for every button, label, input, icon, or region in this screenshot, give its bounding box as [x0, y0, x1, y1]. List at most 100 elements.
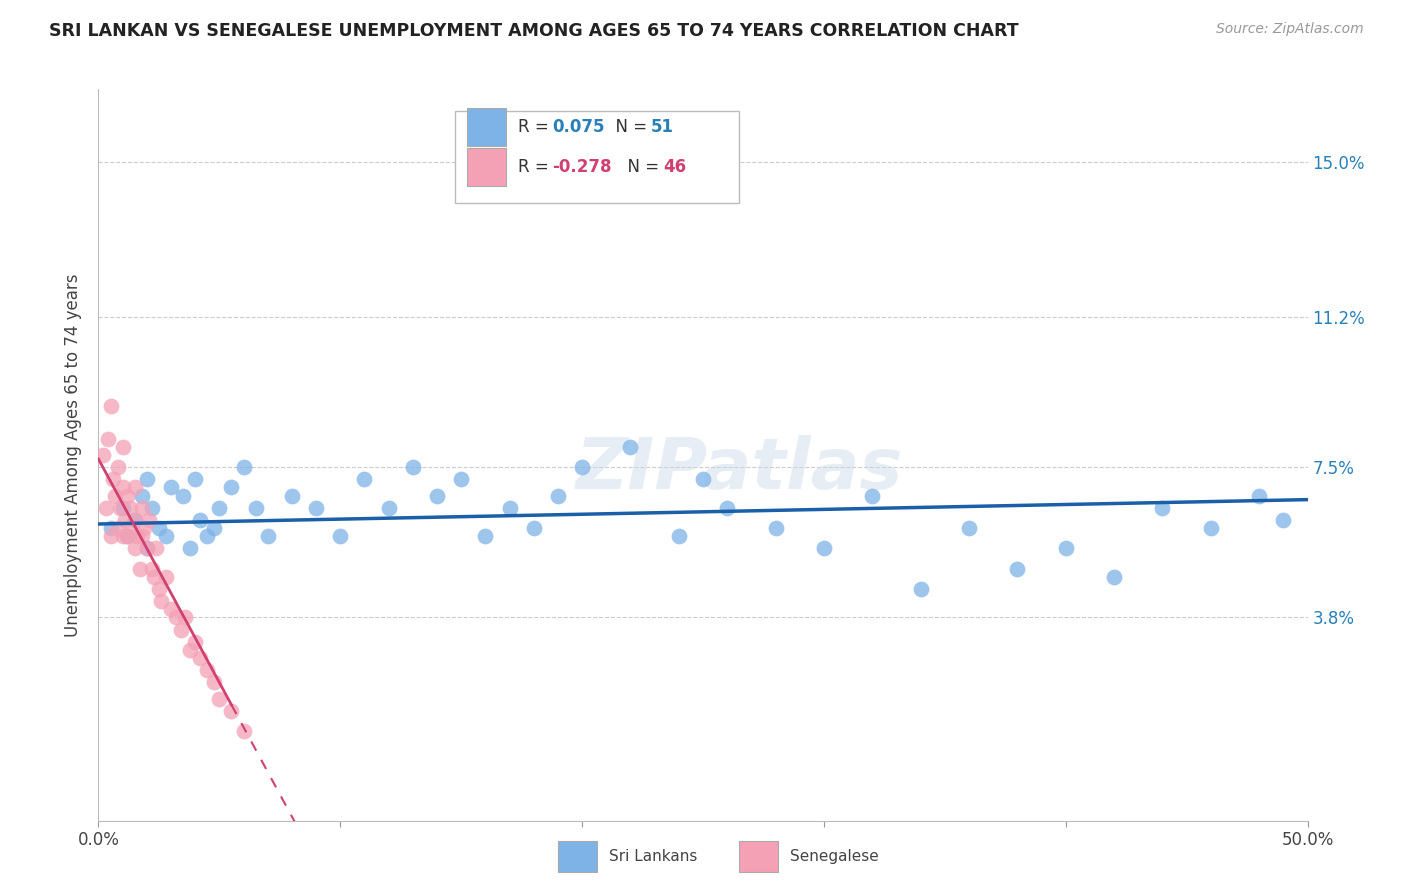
- FancyBboxPatch shape: [456, 112, 740, 202]
- Point: [134, 521, 156, 535]
- Point: [131, 500, 153, 515]
- Point: [523, 521, 546, 535]
- Point: [692, 472, 714, 486]
- Point: [245, 500, 267, 515]
- Point: [131, 489, 153, 503]
- Text: N =: N =: [617, 158, 665, 176]
- Point: [179, 643, 201, 657]
- Point: [221, 704, 243, 718]
- Text: N =: N =: [605, 118, 652, 136]
- Point: [124, 480, 146, 494]
- Point: [208, 691, 231, 706]
- Point: [124, 541, 146, 556]
- FancyBboxPatch shape: [740, 841, 778, 871]
- Point: [619, 440, 641, 454]
- Point: [111, 440, 134, 454]
- Point: [107, 521, 129, 535]
- Point: [169, 623, 191, 637]
- Point: [813, 541, 835, 556]
- Point: [184, 472, 207, 486]
- Point: [141, 562, 163, 576]
- Point: [160, 480, 183, 494]
- Point: [188, 513, 211, 527]
- Point: [111, 500, 134, 515]
- Point: [281, 489, 304, 503]
- Point: [160, 602, 183, 616]
- Point: [150, 594, 173, 608]
- Point: [121, 521, 143, 535]
- Point: [117, 529, 139, 543]
- Text: Source: ZipAtlas.com: Source: ZipAtlas.com: [1216, 22, 1364, 37]
- Point: [91, 448, 114, 462]
- Text: ZIPatlas: ZIPatlas: [575, 435, 903, 504]
- Point: [172, 489, 194, 503]
- Point: [100, 399, 122, 413]
- Point: [498, 500, 520, 515]
- Point: [114, 513, 136, 527]
- FancyBboxPatch shape: [467, 148, 506, 186]
- Point: [860, 489, 883, 503]
- Point: [117, 489, 139, 503]
- Point: [668, 529, 690, 543]
- Text: Sri Lankans: Sri Lankans: [609, 849, 697, 864]
- FancyBboxPatch shape: [558, 841, 596, 871]
- Point: [402, 460, 425, 475]
- Point: [305, 500, 328, 515]
- Point: [716, 500, 738, 515]
- Point: [1007, 562, 1029, 576]
- Point: [100, 521, 122, 535]
- Point: [155, 570, 177, 584]
- Point: [128, 562, 150, 576]
- Text: 0.075: 0.075: [551, 118, 605, 136]
- Point: [765, 521, 787, 535]
- Point: [108, 500, 131, 515]
- Point: [100, 529, 122, 543]
- Point: [256, 529, 278, 543]
- Point: [148, 582, 170, 596]
- Point: [188, 651, 211, 665]
- Point: [101, 472, 124, 486]
- Point: [232, 460, 254, 475]
- Point: [117, 529, 139, 543]
- Point: [111, 480, 134, 494]
- Point: [232, 724, 254, 739]
- Point: [165, 610, 187, 624]
- Point: [1199, 521, 1222, 535]
- Point: [208, 500, 231, 515]
- Point: [124, 513, 146, 527]
- Text: R =: R =: [517, 158, 554, 176]
- Text: -0.278: -0.278: [551, 158, 612, 176]
- Point: [104, 489, 127, 503]
- Point: [353, 472, 375, 486]
- Point: [118, 500, 141, 515]
- Point: [131, 529, 153, 543]
- Point: [1102, 570, 1125, 584]
- Point: [135, 541, 157, 556]
- Y-axis label: Unemployment Among Ages 65 to 74 years: Unemployment Among Ages 65 to 74 years: [65, 273, 83, 637]
- Point: [377, 500, 399, 515]
- Text: SRI LANKAN VS SENEGALESE UNEMPLOYMENT AMONG AGES 65 TO 74 YEARS CORRELATION CHAR: SRI LANKAN VS SENEGALESE UNEMPLOYMENT AM…: [49, 22, 1019, 40]
- Point: [94, 500, 117, 515]
- Point: [204, 521, 226, 535]
- Point: [474, 529, 496, 543]
- Point: [195, 663, 218, 677]
- FancyBboxPatch shape: [467, 108, 506, 146]
- Text: Senegalese: Senegalese: [790, 849, 879, 864]
- Point: [450, 472, 472, 486]
- Text: R =: R =: [517, 118, 554, 136]
- Point: [1249, 489, 1271, 503]
- Point: [143, 570, 166, 584]
- Point: [571, 460, 593, 475]
- Point: [195, 529, 218, 543]
- Point: [1272, 513, 1295, 527]
- Point: [127, 529, 149, 543]
- Point: [547, 489, 569, 503]
- Point: [97, 432, 120, 446]
- Point: [135, 472, 157, 486]
- Point: [1152, 500, 1174, 515]
- Point: [329, 529, 352, 543]
- Point: [135, 541, 157, 556]
- Point: [184, 635, 207, 649]
- Text: 51: 51: [651, 118, 673, 136]
- Point: [141, 500, 163, 515]
